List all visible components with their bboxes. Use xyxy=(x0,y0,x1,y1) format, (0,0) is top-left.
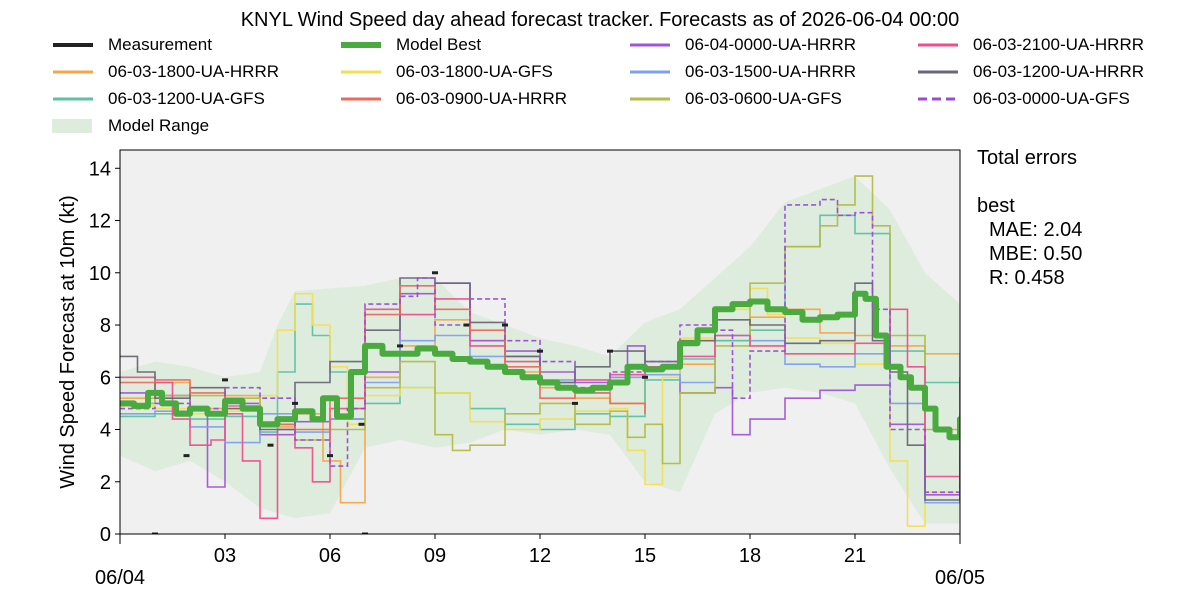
legend-swatch xyxy=(918,43,958,47)
legend-label: 06-03-0000-UA-GFS xyxy=(973,89,1130,108)
y-tick-label: 8 xyxy=(100,315,111,337)
y-tick-label: 0 xyxy=(100,524,111,546)
y-axis-label: Wind Speed Forecast at 10m (kt) xyxy=(57,195,79,488)
legend-item: 06-03-2100-UA-HRRR xyxy=(917,32,1144,58)
legend-label: 06-03-0900-UA-HRRR xyxy=(396,89,568,108)
legend-item: 06-03-1200-UA-HRRR xyxy=(917,59,1144,85)
errors-heading: Total errors xyxy=(977,147,1078,169)
x-tick-label: 15 xyxy=(634,545,656,567)
legend-item: Model Range xyxy=(52,113,209,139)
legend-item: 06-03-0600-UA-GFS xyxy=(629,86,842,112)
legend-label: 06-04-0000-UA-HRRR xyxy=(685,35,857,54)
errors-model-name: best xyxy=(977,195,1015,217)
plot-content xyxy=(120,175,960,534)
legend-item: Measurement xyxy=(52,32,212,58)
chart-title: KNYL Wind Speed day ahead forecast track… xyxy=(240,9,960,31)
y-tick-label: 2 xyxy=(100,472,111,494)
legend-swatch xyxy=(53,43,93,47)
legend-swatch xyxy=(918,97,958,101)
legend-swatch xyxy=(53,70,93,74)
legend-swatch xyxy=(341,70,381,74)
legend-swatch xyxy=(918,70,958,74)
x-tick-label: 09 xyxy=(424,545,446,567)
model-best-line xyxy=(120,290,960,441)
legend-item: 06-03-1500-UA-HRRR xyxy=(629,59,856,85)
legend-swatch xyxy=(53,97,93,101)
legend-swatch xyxy=(341,42,381,48)
legend-item: 06-03-1800-UA-HRRR xyxy=(52,59,279,85)
legend-label: 06-03-1200-UA-HRRR xyxy=(973,62,1145,81)
series-line-06-03-0000-ua-gfs xyxy=(120,198,960,493)
legend-label: 06-03-1200-UA-GFS xyxy=(108,89,265,108)
legend: Measurement Model Best 06-04-0000-UA-HRRR 0… xyxy=(52,32,1200,140)
legend-item: Model Best xyxy=(340,32,481,58)
legend-label: 06-03-1800-UA-GFS xyxy=(396,62,553,81)
legend-label: Model Best xyxy=(396,35,482,54)
y-tick-label: 14 xyxy=(89,158,111,180)
legend-swatch xyxy=(341,97,381,101)
x-tick-label: 06 xyxy=(319,545,341,567)
x-tick-label: 03 xyxy=(214,545,236,567)
legend-swatch xyxy=(52,119,92,133)
y-tick-label: 4 xyxy=(100,420,111,442)
y-tick-label: 10 xyxy=(89,263,111,285)
x-tick-label: 21 xyxy=(844,545,866,567)
legend-label: 06-03-2100-UA-HRRR xyxy=(973,35,1145,54)
y-tick-label: 12 xyxy=(89,211,111,233)
legend-swatch xyxy=(630,97,670,101)
x-date-label: 06/04 xyxy=(95,567,145,589)
legend-label: Measurement xyxy=(108,35,212,54)
legend-label: 06-03-1500-UA-HRRR xyxy=(685,62,857,81)
legend-item: 06-04-0000-UA-HRRR xyxy=(629,32,856,58)
x-tick-label: 12 xyxy=(529,545,551,567)
legend-label: Model Range xyxy=(108,116,210,135)
legend-swatch xyxy=(630,43,670,47)
legend-item: 06-03-0900-UA-HRRR xyxy=(340,86,567,112)
legend-label: 06-03-1800-UA-HRRR xyxy=(108,62,280,81)
errors-mae: MAE: 2.04 xyxy=(989,219,1083,241)
legend-item: 06-03-1800-UA-GFS xyxy=(340,59,553,85)
x-date-label: 06/05 xyxy=(935,567,985,589)
legend-label: 06-03-0600-UA-GFS xyxy=(685,89,842,108)
x-tick-label: 18 xyxy=(739,545,761,567)
errors-r: R: 0.458 xyxy=(989,267,1065,289)
legend-item: 06-03-1200-UA-GFS xyxy=(52,86,265,112)
legend-swatch xyxy=(630,70,670,74)
errors-panel: Total errors best MAE: 2.04 MBE: 0.50 R:… xyxy=(977,146,1082,290)
y-tick-label: 6 xyxy=(100,367,111,389)
errors-mbe: MBE: 0.50 xyxy=(989,243,1083,265)
legend-item: 06-03-0000-UA-GFS xyxy=(917,86,1130,112)
